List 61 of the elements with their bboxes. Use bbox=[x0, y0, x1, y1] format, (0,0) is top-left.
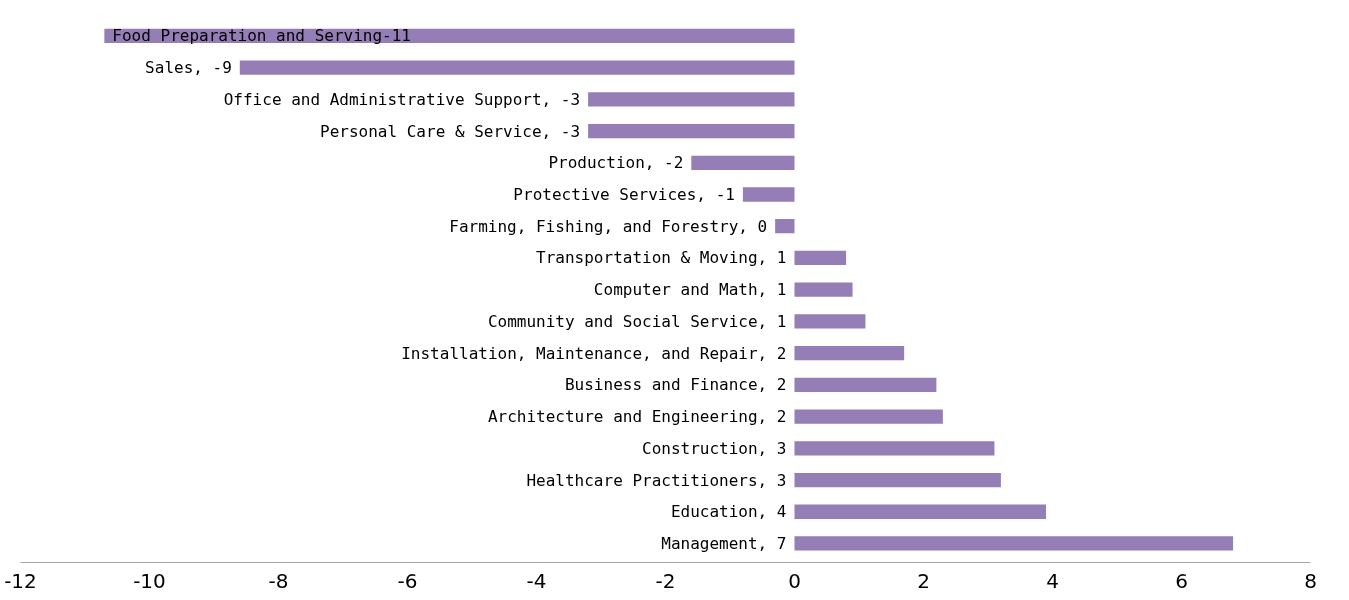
x-tick-label: 0 bbox=[788, 568, 801, 593]
y-tick-label: Healthcare Practitioners bbox=[526, 470, 758, 490]
data-label: , 1 bbox=[757, 248, 787, 268]
data-label: , 3 bbox=[757, 470, 787, 490]
bar bbox=[588, 123, 795, 139]
bar bbox=[775, 219, 795, 234]
data-label: , 1 bbox=[757, 280, 787, 300]
data-label: , 7 bbox=[757, 533, 787, 553]
y-tick-label: Food Preparation and Serving bbox=[112, 26, 383, 46]
data-label: , 1 bbox=[757, 311, 787, 331]
y-tick-label: Architecture and Engineering bbox=[487, 407, 758, 427]
y-tick-label: Protective Services bbox=[513, 185, 697, 204]
bar bbox=[794, 472, 1001, 488]
y-tick-label: Farming, Fishing, and Forestry bbox=[449, 216, 739, 236]
bar bbox=[794, 345, 905, 361]
y-tick-label: Sales bbox=[145, 58, 194, 78]
data-label: , 2 bbox=[757, 407, 787, 427]
bar bbox=[794, 282, 853, 297]
bar bbox=[794, 409, 943, 424]
bar bbox=[794, 377, 937, 392]
data-label: -11 bbox=[382, 26, 411, 46]
y-tick-label: Community and Social Service bbox=[487, 311, 758, 331]
y-tick-label: Production bbox=[548, 153, 645, 173]
data-label: , 2 bbox=[757, 375, 787, 395]
bar bbox=[588, 92, 795, 107]
y-tick-label: Construction bbox=[642, 438, 758, 458]
y-tick-label: Office and Administrative Support bbox=[223, 89, 542, 109]
x-tick-label: 4 bbox=[1046, 568, 1059, 593]
x-tick-label: 6 bbox=[1175, 568, 1188, 593]
data-label: , 4 bbox=[757, 502, 787, 522]
bar bbox=[794, 441, 995, 456]
data-label: , -1 bbox=[696, 185, 735, 204]
y-tick-label: Personal Care & Service bbox=[320, 121, 542, 141]
y-tick-label: Transportation & Moving bbox=[536, 248, 758, 268]
bar bbox=[742, 187, 795, 202]
data-label: , 2 bbox=[757, 343, 787, 363]
y-tick-label: Management bbox=[661, 533, 758, 553]
y-tick-label: Business and Finance bbox=[564, 375, 758, 395]
x-tick-label: -8 bbox=[268, 568, 289, 593]
bar bbox=[239, 60, 795, 75]
bar bbox=[794, 504, 1047, 519]
data-label: , -2 bbox=[644, 153, 684, 173]
data-label: , -3 bbox=[541, 121, 581, 141]
x-tick-label: 8 bbox=[1304, 568, 1317, 593]
data-label: , 0 bbox=[738, 216, 768, 236]
y-tick-label: Installation, Maintenance, and Repair bbox=[401, 343, 758, 363]
x-tick-label: -6 bbox=[397, 568, 418, 593]
data-label: , -9 bbox=[193, 58, 232, 78]
x-tick-label: -2 bbox=[655, 568, 676, 593]
bar bbox=[794, 536, 1234, 551]
y-tick-label: Education bbox=[670, 502, 758, 522]
x-tick-label: 2 bbox=[917, 568, 930, 593]
bar bbox=[794, 250, 847, 266]
data-label: , 3 bbox=[757, 438, 787, 458]
bar bbox=[794, 314, 866, 329]
x-tick-label: -12 bbox=[4, 568, 37, 593]
bar bbox=[691, 155, 795, 170]
x-tick-label: -4 bbox=[526, 568, 547, 593]
data-label: , -3 bbox=[541, 89, 581, 109]
y-tick-label: Computer and Math bbox=[593, 280, 758, 300]
x-tick-label: -10 bbox=[133, 568, 166, 593]
